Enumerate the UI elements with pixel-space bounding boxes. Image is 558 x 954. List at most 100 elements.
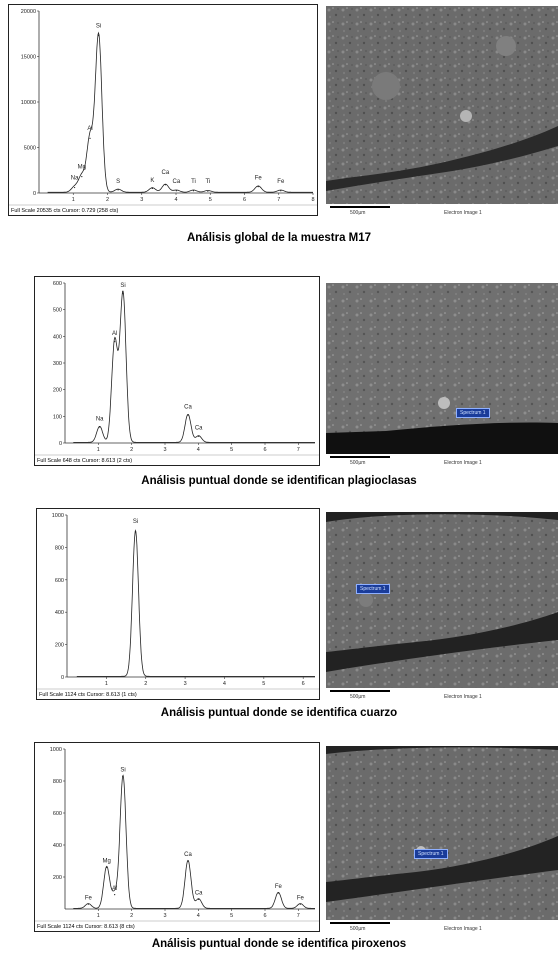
peak-point	[299, 903, 301, 905]
x-tick-label: 6	[302, 681, 305, 687]
peak-label: Si	[120, 283, 125, 289]
y-tick-label: 400	[55, 610, 64, 616]
y-tick-label: 1000	[52, 513, 64, 519]
peak-point	[192, 190, 195, 192]
peak-label: Fe	[277, 179, 285, 185]
x-tick-label: 2	[106, 197, 109, 203]
x-tick-label: 3	[140, 197, 143, 203]
spectrum-footer: Full Scale 20535 cts Cursor: 0.729 (258 …	[11, 208, 118, 214]
spectrum-line	[76, 529, 315, 677]
peak-point	[187, 860, 189, 862]
y-tick-label: 500	[53, 308, 62, 314]
peak-label: S	[116, 179, 120, 185]
peak-point	[114, 894, 116, 896]
sem-footer-1: 500µm Electron Image 1	[326, 204, 558, 218]
y-tick-label: 300	[53, 361, 62, 367]
spectrum-plot-2: 600 500 400 300 200 100 0 1 2 3 4 5 6 7 Na Al Si Ca Ca Full…	[35, 281, 319, 464]
sem-micrograph-4	[326, 746, 558, 920]
spectrum-chart-2: 600 500 400 300 200 100 0 1 2 3 4 5 6 7 Na Al Si Ca Ca Full…	[34, 276, 320, 466]
y-tick-label: 600	[53, 811, 62, 817]
x-tick-label: 4	[197, 447, 200, 453]
peak-label: Ti	[191, 179, 196, 185]
scale-bar	[330, 690, 390, 692]
peak-point	[99, 426, 101, 428]
y-tick-label: 5000	[24, 146, 36, 152]
peak-point	[277, 892, 279, 894]
peak-point	[122, 293, 124, 295]
peak-label: Fe	[255, 175, 263, 181]
peak-label: Ca	[184, 404, 192, 410]
y-tick-label: 600	[55, 578, 64, 584]
y-tick-label: 200	[53, 875, 62, 881]
peak-point	[117, 189, 119, 191]
sem-image-2: Spectrum 1 500µm Electron Image 1	[326, 283, 558, 468]
spectrum-chart-3: 1000 800 600 400 200 0 1 2 3 4 5 6 Si Full Scale 1124…	[36, 508, 320, 700]
y-tick-label: 600	[53, 281, 62, 287]
electron-image-label: Electron Image 1	[444, 926, 482, 932]
peak-label: Ca	[195, 426, 203, 432]
spectrum-footer: Full Scale 1124 cts Cursor: 8.613 (1 cts…	[39, 692, 137, 698]
peak-label: Fe	[297, 895, 305, 901]
peak-label: Al	[112, 886, 117, 892]
y-tick-label: 200	[53, 388, 62, 394]
peak-point	[187, 414, 189, 416]
caption-4: Análisis puntual donde se identifica pir…	[151, 938, 407, 950]
electron-image-label: Electron Image 1	[444, 460, 482, 466]
scale-bar	[330, 456, 390, 458]
peak-label: Ca	[184, 852, 192, 858]
spectrum-line	[73, 774, 315, 909]
y-tick-label: 0	[59, 441, 62, 447]
peak-label: Ti	[205, 179, 210, 185]
x-tick-label: 5	[230, 913, 233, 919]
peak-point	[81, 176, 83, 178]
scale-bar	[330, 922, 390, 924]
caption-3: Análisis puntual donde se identifica cua…	[160, 707, 398, 719]
peak-label: Ca	[162, 170, 170, 176]
sem-image-1: 500µm Electron Image 1	[326, 6, 558, 218]
peak-point	[89, 137, 91, 139]
y-tick-label: 400	[53, 843, 62, 849]
scale-bar-label: 500µm	[350, 210, 366, 216]
peak-point	[175, 190, 177, 192]
x-tick-label: 6	[243, 197, 246, 203]
y-tick-label: 800	[53, 779, 62, 785]
peak-point	[198, 435, 200, 437]
spectrum-line	[73, 290, 315, 443]
y-tick-label: 20000	[21, 9, 36, 15]
electron-image-label: Electron Image 1	[444, 694, 482, 700]
peak-label: K	[150, 178, 154, 184]
scale-bar-label: 500µm	[350, 926, 366, 932]
x-tick-label: 3	[184, 681, 187, 687]
peak-point	[87, 903, 89, 905]
x-tick-label: 4	[197, 913, 200, 919]
spectrum-tag-4: Spectrum 1	[414, 849, 448, 859]
x-tick-label: 1	[72, 197, 75, 203]
spectrum-chart-1: 20000 15000 10000 5000 0 1 2 3 4 5 6 7 8 Na Mg Al Si S K Ca…	[8, 4, 318, 216]
y-tick-label: 200	[55, 643, 64, 649]
y-tick-label: 400	[53, 334, 62, 340]
x-tick-label: 6	[263, 447, 266, 453]
spectrum-plot-3: 1000 800 600 400 200 0 1 2 3 4 5 6 Si Full Scale 1124…	[37, 513, 319, 698]
x-tick-label: 8	[311, 197, 314, 203]
spectrum-footer: Full Scale 648 cts Cursor: 8.613 (2 cts)	[37, 458, 132, 464]
peak-label: Si	[96, 23, 101, 29]
peak-point	[122, 775, 124, 777]
peak-point	[106, 866, 108, 868]
spectrum-chart-4: 1000 800 600 400 200 1 2 3 4 5 6 7 Fe Mg Al Si Ca Ca Fe Fe F…	[34, 742, 320, 932]
peak-label: Na	[71, 175, 79, 181]
y-tick-label: 100	[53, 414, 62, 420]
peak-label: Na	[96, 416, 104, 422]
y-tick-label: 15000	[21, 55, 36, 61]
peak-point	[280, 190, 282, 192]
x-tick-label: 2	[130, 447, 133, 453]
sem-footer-4: 500µm Electron Image 1	[326, 920, 558, 934]
y-tick-label: 0	[61, 675, 64, 681]
peak-label: Al	[112, 331, 117, 337]
y-tick-label: 800	[55, 545, 64, 551]
caption-1: Análisis global de la muestra M17	[186, 232, 372, 244]
peak-label: Si	[120, 767, 125, 773]
peak-label: Mg	[102, 859, 110, 865]
x-tick-label: 7	[277, 197, 280, 203]
peak-label: Si	[133, 519, 138, 525]
x-tick-label: 6	[263, 913, 266, 919]
